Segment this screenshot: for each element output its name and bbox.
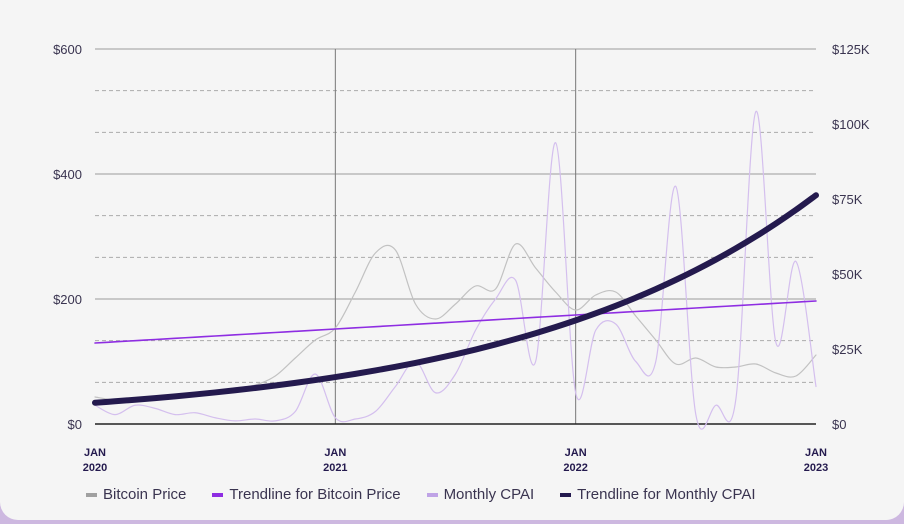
- x-tick-label: JAN: [805, 447, 827, 459]
- x-tick-label: 2022: [563, 462, 587, 474]
- y-left-tick-label: $0: [68, 417, 82, 432]
- series-line-trendline-for-monthly-cpai: [92, 192, 819, 406]
- legend-label: Trendline for Bitcoin Price: [229, 486, 401, 503]
- y-left-tick-label: $600: [53, 42, 82, 57]
- x-tick-label: JAN: [324, 447, 346, 459]
- y-right-tick-label: $75K: [832, 192, 863, 207]
- series-line-monthly-cpai: [94, 110, 817, 430]
- legend-label: Monthly CPAI: [443, 486, 535, 503]
- y-right-tick-label: $25K: [832, 342, 863, 357]
- y-left-tick-label: $200: [53, 292, 82, 307]
- legend-swatch: [426, 492, 438, 497]
- x-tick-label: 2020: [83, 462, 107, 474]
- legend: Bitcoin Price Trendline for Bitcoin Price…: [86, 486, 756, 503]
- legend-label: Trendline for Monthly CPAI: [577, 486, 756, 503]
- legend-item: Monthly CPAI: [426, 486, 535, 503]
- chart: JAN 2020 JAN 2021 JAN 2022 JAN 2023 $0 $200 $400 $6…: [53, 42, 870, 474]
- legend-item: Trendline for Bitcoin Price: [212, 486, 401, 503]
- y-right-tick-label: $0: [832, 417, 846, 432]
- x-tick-label: 2023: [804, 462, 828, 474]
- x-tick-label: JAN: [565, 447, 587, 459]
- x-tick-label: 2021: [323, 462, 347, 474]
- y-right-tick-label: $50K: [832, 267, 863, 282]
- legend-item: Bitcoin Price: [86, 486, 186, 503]
- legend-swatch: [86, 492, 97, 497]
- legend-label: Bitcoin Price: [103, 486, 187, 503]
- legend-item: Trendline for Monthly CPAI: [560, 486, 756, 503]
- legend-swatch: [560, 492, 572, 497]
- y-left-tick-label: $400: [53, 167, 82, 182]
- y-right-tick-label: $100K: [832, 117, 870, 132]
- legend-swatch: [212, 492, 224, 497]
- x-tick-label: JAN: [84, 447, 106, 459]
- series-line-trendline-for-bitcoin-price: [94, 300, 817, 344]
- y-right-tick-label: $125K: [832, 42, 870, 57]
